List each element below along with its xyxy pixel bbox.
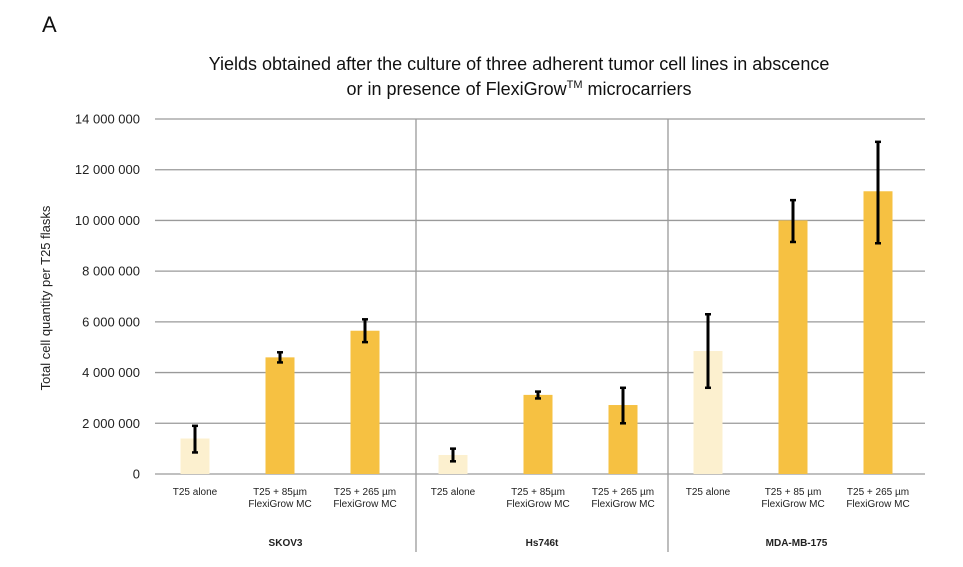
bar xyxy=(778,220,808,474)
chart-title-prefix: or in presence of FlexiGrow xyxy=(347,79,568,99)
bar xyxy=(438,454,468,474)
x-category-label: T25 + 265 µm xyxy=(592,487,654,498)
y-tick-label: 6 000 000 xyxy=(82,314,140,329)
x-category-label: T25 + 85µm xyxy=(253,487,307,498)
x-category-label: FlexiGrow MC xyxy=(591,499,654,510)
chart-title-line-1: Yields obtained after the culture of thr… xyxy=(209,54,830,74)
x-category-label: FlexiGrow MC xyxy=(761,499,824,510)
group-label: Hs746t xyxy=(526,538,559,549)
x-category-label: T25 + 265 µm xyxy=(847,487,909,498)
y-tick-label: 4 000 000 xyxy=(82,365,140,380)
chart-title-suffix: microcarriers xyxy=(582,79,691,99)
group-label: MDA-MB-175 xyxy=(766,538,828,549)
x-category-label: T25 + 265 µm xyxy=(334,487,396,498)
group-label: SKOV3 xyxy=(269,538,303,549)
y-tick-label: 0 xyxy=(133,467,140,482)
y-tick-label: 14 000 000 xyxy=(75,112,140,127)
x-category-label: FlexiGrow MC xyxy=(248,499,311,510)
bars xyxy=(180,191,893,474)
y-axis-label: Total cell quantity per T25 flasks xyxy=(38,205,53,390)
bar xyxy=(265,357,295,474)
chart-title-line-2: or in presence of FlexiGrowTM microcarri… xyxy=(347,79,692,99)
x-category-label: FlexiGrow MC xyxy=(846,499,909,510)
group-labels: SKOV3 Hs746t MDA-MB-175 xyxy=(269,538,828,549)
y-tick-label: 2 000 000 xyxy=(82,416,140,431)
x-category-label: FlexiGrow MC xyxy=(506,499,569,510)
x-category-label: T25 alone xyxy=(686,487,731,498)
x-category-label: T25 + 85 µm xyxy=(765,487,822,498)
y-tick-label: 10 000 000 xyxy=(75,213,140,228)
y-axis-ticks: 0 2 000 000 4 000 000 6 000 000 8 000 000 10 … xyxy=(75,112,140,482)
y-tick-label: 8 000 000 xyxy=(82,264,140,279)
chart-title-superscript: TM xyxy=(567,79,583,91)
y-tick-label: 12 000 000 xyxy=(75,162,140,177)
x-category-label: FlexiGrow MC xyxy=(333,499,396,510)
panel-label: A xyxy=(42,12,57,37)
bar xyxy=(350,330,380,474)
x-category-label: T25 alone xyxy=(431,487,476,498)
error-bars xyxy=(192,140,881,463)
bar xyxy=(523,394,553,474)
x-category-label: T25 + 85µm xyxy=(511,487,565,498)
x-category-label: T25 alone xyxy=(173,487,218,498)
